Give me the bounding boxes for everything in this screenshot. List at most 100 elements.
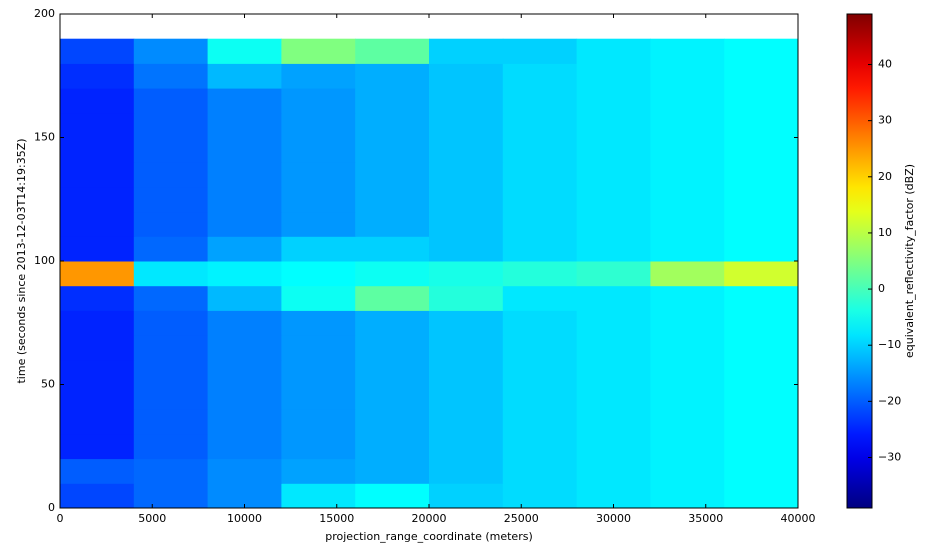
heatmap-cell xyxy=(281,88,356,114)
heatmap-cell xyxy=(429,88,504,114)
colorbar-tick-label: 40 xyxy=(878,58,892,71)
heatmap-cell xyxy=(207,88,282,114)
heatmap-cell xyxy=(60,483,135,509)
heatmap-cell xyxy=(650,335,725,361)
heatmap-cell xyxy=(133,458,209,484)
heatmap-cell xyxy=(281,433,356,460)
heatmap-cell xyxy=(207,261,282,287)
heatmap-cell xyxy=(576,112,651,138)
heatmap-cell xyxy=(60,384,135,410)
heatmap-cell xyxy=(281,359,356,385)
heatmap-cell xyxy=(724,112,799,138)
heatmap-cell xyxy=(724,483,799,509)
heatmap-cell xyxy=(355,261,430,287)
heatmap-cell xyxy=(207,63,282,89)
heatmap-cell xyxy=(502,112,578,138)
heatmap-cell xyxy=(355,384,430,410)
heatmap-cell xyxy=(724,211,799,237)
heatmap-cell xyxy=(281,384,356,410)
heatmap-cell xyxy=(429,38,504,64)
heatmap-cell xyxy=(355,137,430,163)
heatmap-cell xyxy=(502,211,578,237)
heatmap-cell xyxy=(60,409,135,435)
heatmap-cell xyxy=(576,236,651,262)
heatmap-cell xyxy=(724,384,799,410)
heatmap-cell xyxy=(650,63,725,89)
heatmap-cell xyxy=(355,310,430,336)
heatmap-cell xyxy=(650,458,725,484)
heatmap-cell xyxy=(502,409,578,435)
y-tick-label: 50 xyxy=(41,378,55,391)
x-tick-label: 40000 xyxy=(781,512,816,525)
heatmap-cell xyxy=(133,433,209,460)
heatmap-cell xyxy=(207,285,282,311)
heatmap-cell xyxy=(429,236,504,262)
heatmap-cell xyxy=(281,38,356,64)
heatmap-cell xyxy=(60,359,135,385)
x-tick-label: 25000 xyxy=(504,512,539,525)
heatmap-cell xyxy=(355,112,430,138)
colorbar xyxy=(846,13,873,509)
x-tick-label: 10000 xyxy=(227,512,262,525)
heatmap-cell xyxy=(576,458,651,484)
heatmap-cell xyxy=(207,433,282,460)
heatmap-cell xyxy=(429,211,504,237)
heatmap-cell xyxy=(502,63,578,89)
heatmap-cell xyxy=(724,88,799,114)
heatmap-cell xyxy=(576,433,651,460)
heatmap-cell xyxy=(60,285,135,311)
heatmap-cell xyxy=(207,310,282,336)
heatmap-cell xyxy=(60,162,135,188)
heatmap-cell xyxy=(429,112,504,138)
heatmap-cell xyxy=(429,483,504,509)
heatmap-cell xyxy=(281,285,356,311)
heatmap-cell xyxy=(429,359,504,385)
heatmap-cell xyxy=(650,186,725,213)
heatmap-cell xyxy=(281,162,356,188)
heatmap-cell xyxy=(207,236,282,262)
heatmap-cell xyxy=(724,458,799,484)
heatmap-cell xyxy=(133,310,209,336)
heatmap-cell xyxy=(207,211,282,237)
heatmap-cell xyxy=(724,335,799,361)
heatmap-cell xyxy=(576,137,651,163)
heatmap-cell xyxy=(355,236,430,262)
heatmap-cell xyxy=(207,137,282,163)
heatmap-cell xyxy=(281,63,356,89)
heatmap-cell xyxy=(133,38,209,64)
heatmap-cell xyxy=(429,137,504,163)
heatmap-cell xyxy=(355,38,430,64)
heatmap-cell xyxy=(576,384,651,410)
heatmap-cell xyxy=(281,310,356,336)
heatmap-cell xyxy=(429,335,504,361)
heatmap-cell xyxy=(429,458,504,484)
heatmap-cell xyxy=(502,261,578,287)
heatmap-cell xyxy=(724,38,799,64)
heatmap-cell xyxy=(60,88,135,114)
heatmap-cell xyxy=(355,458,430,484)
heatmap-cell xyxy=(133,211,209,237)
heatmap-cell xyxy=(429,261,504,287)
heatmap-cell xyxy=(133,261,209,287)
heatmap-cell xyxy=(281,261,356,287)
heatmap-cell xyxy=(281,458,356,484)
heatmap-cell xyxy=(724,63,799,89)
heatmap-cell xyxy=(355,359,430,385)
x-tick-label: 5000 xyxy=(138,512,166,525)
y-tick-label: 100 xyxy=(34,254,55,267)
heatmap-cell xyxy=(60,458,135,484)
heatmap-cell xyxy=(576,261,651,287)
x-tick-label: 15000 xyxy=(319,512,354,525)
heatmap-cell xyxy=(429,285,504,311)
y-tick-label: 200 xyxy=(34,7,55,20)
heatmap-cell xyxy=(650,38,725,64)
heatmap-cell xyxy=(429,433,504,460)
heatmap-cell xyxy=(650,433,725,460)
heatmap-cell xyxy=(60,236,135,262)
heatmap-cell xyxy=(281,409,356,435)
y-tick-label: 0 xyxy=(48,501,55,514)
heatmap-cell xyxy=(429,384,504,410)
heatmap-cell xyxy=(355,88,430,114)
heatmap-cell xyxy=(576,285,651,311)
